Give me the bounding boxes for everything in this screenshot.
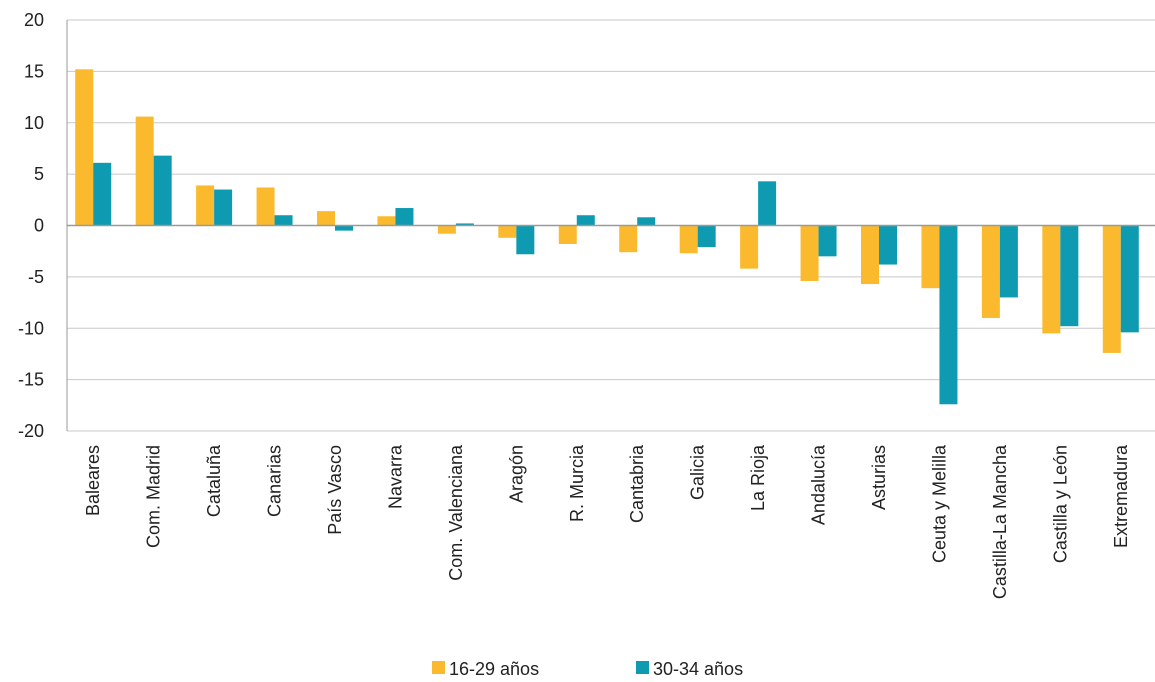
x-tick-label: Castilla-La Mancha — [990, 444, 1010, 599]
x-tick-label: País Vasco — [325, 445, 345, 535]
bar-series1 — [75, 69, 94, 226]
bar-series1 — [1102, 225, 1121, 353]
bar-series2 — [758, 181, 777, 226]
legend-label: 16-29 años — [449, 659, 539, 679]
x-tick-label: Galicia — [688, 444, 708, 500]
bar-series1 — [256, 187, 275, 226]
bar-series1 — [558, 225, 577, 244]
bar-series1 — [740, 225, 759, 269]
y-axis: 20 15 10 5 0 -5 -10 -15 -20 — [18, 10, 68, 441]
bar-series2 — [516, 225, 535, 255]
y-tick-label: 0 — [34, 216, 44, 236]
legend-swatch — [636, 661, 649, 674]
y-tick-label: -20 — [18, 421, 44, 441]
bar-series1 — [498, 225, 517, 238]
bar-series2 — [455, 223, 474, 226]
y-tick-label: 5 — [34, 164, 44, 184]
bar-series2 — [879, 225, 897, 265]
x-tick-label: Baleares — [83, 445, 103, 516]
legend-label: 30-34 años — [653, 659, 743, 679]
x-tick-label: Cantabria — [627, 444, 647, 523]
bar-series2 — [1060, 225, 1079, 327]
x-tick-label: Aragón — [506, 445, 526, 503]
x-tick-label: La Rioja — [748, 444, 768, 511]
y-tick-label: 10 — [24, 113, 44, 133]
bar-series1 — [437, 225, 456, 234]
x-tick-label: Castilla y León — [1050, 445, 1070, 563]
x-tick-label: Asturias — [869, 445, 889, 510]
bar-series1 — [619, 225, 638, 253]
bar-series2 — [93, 162, 112, 226]
bar-series1 — [800, 225, 819, 281]
y-tick-label: -10 — [18, 318, 44, 338]
bar-series1 — [679, 225, 698, 254]
bar-series1 — [861, 225, 879, 285]
legend: 16-29 años 30-34 años — [432, 659, 743, 679]
bar-series2 — [999, 225, 1018, 298]
x-tick-label: Extremadura — [1111, 444, 1131, 548]
bar-series2 — [1120, 225, 1139, 333]
x-tick-label: R. Murcia — [567, 444, 587, 522]
bar-series1 — [317, 211, 335, 226]
bar-series2 — [335, 225, 353, 231]
x-tick-label: Canarias — [265, 445, 285, 517]
x-tick-label: Com. Madrid — [144, 445, 164, 548]
x-axis-labels: Baleares Com. Madrid Cataluña Canarias País … — [83, 444, 1131, 599]
bar-series2 — [939, 225, 958, 405]
x-tick-label: Andalucía — [809, 444, 829, 525]
y-tick-label: -15 — [18, 370, 44, 390]
x-tick-label: Ceuta y Melilla — [929, 444, 949, 563]
bar-series1 — [196, 185, 215, 226]
y-tick-label: 15 — [24, 61, 44, 81]
bar-series2 — [637, 217, 656, 226]
gridlines — [67, 19, 1155, 432]
bars — [75, 69, 1139, 405]
bar-series2 — [818, 225, 837, 257]
x-tick-label: Com. Valenciana — [446, 444, 466, 581]
bar-series1 — [1042, 225, 1061, 334]
bar-series1 — [135, 116, 154, 226]
x-tick-label: Navarra — [385, 444, 405, 509]
bar-series2 — [697, 225, 716, 248]
x-tick-label: Cataluña — [204, 444, 224, 517]
bar-series2 — [576, 215, 595, 226]
bar-series1 — [377, 216, 396, 226]
bar-series2 — [214, 189, 233, 226]
bar-series1 — [921, 225, 940, 289]
legend-swatch — [432, 661, 445, 674]
bar-series2 — [153, 155, 172, 226]
bar-series2 — [395, 208, 414, 226]
bar-series2 — [274, 215, 293, 226]
y-tick-label: 20 — [24, 10, 44, 30]
y-tick-label: -5 — [28, 267, 44, 287]
bar-series1 — [981, 225, 1000, 318]
